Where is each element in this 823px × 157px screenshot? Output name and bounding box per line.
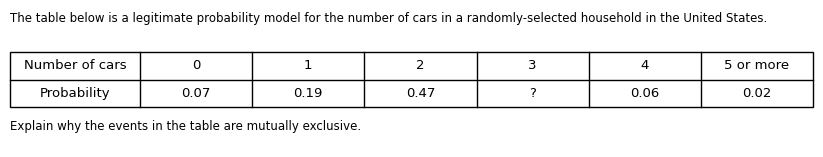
Text: ?: ? <box>529 87 536 100</box>
Text: 0.47: 0.47 <box>406 87 435 100</box>
Text: 1: 1 <box>304 59 313 72</box>
Bar <box>10 52 813 107</box>
Text: The table below is a legitimate probability model for the number of cars in a ra: The table below is a legitimate probabil… <box>10 12 767 25</box>
Text: 3: 3 <box>528 59 537 72</box>
Text: 5 or more: 5 or more <box>724 59 789 72</box>
Text: 0: 0 <box>192 59 200 72</box>
Text: Number of cars: Number of cars <box>24 59 126 72</box>
Text: 0.19: 0.19 <box>294 87 323 100</box>
Text: 0.02: 0.02 <box>742 87 772 100</box>
Text: 2: 2 <box>416 59 425 72</box>
Text: 0.06: 0.06 <box>630 87 659 100</box>
Text: 0.07: 0.07 <box>181 87 211 100</box>
Text: 4: 4 <box>640 59 649 72</box>
Text: Probability: Probability <box>40 87 110 100</box>
Text: Explain why the events in the table are mutually exclusive.: Explain why the events in the table are … <box>10 120 361 133</box>
